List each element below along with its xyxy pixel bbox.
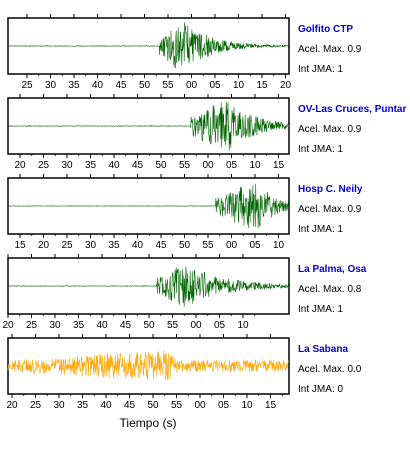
tick-label: 00 [186, 80, 198, 91]
tick-label: 55 [179, 160, 191, 171]
trace-panel: 20 25 30 35 40 45 50 55 00 05 10 15 OV-Las Cruces, P… [7, 94, 406, 171]
waveform-line [7, 22, 290, 69]
waveform-line [8, 183, 290, 229]
tick-label: 10 [233, 80, 245, 91]
tick-label: 30 [49, 320, 61, 331]
jma-intensity-label: Int JMA: 0 [298, 384, 343, 395]
tick-label: 35 [108, 240, 120, 251]
tick-label: 40 [108, 160, 120, 171]
accel-max-label: Acel. Max. 0.9 [298, 124, 362, 135]
tick-label: 50 [139, 80, 151, 91]
jma-intensity-label: Int JMA: 1 [298, 304, 343, 315]
tick-label: 40 [132, 240, 144, 251]
tick-label: 55 [162, 80, 174, 91]
trace-panel: 20 25 30 35 40 45 50 55 00 05 10 15 La Sabana Acel. M… [6, 334, 362, 411]
tick-label: 00 [190, 320, 202, 331]
jma-intensity-label: Int JMA: 1 [298, 144, 343, 155]
accel-max-label: Acel. Max. 0.9 [298, 44, 362, 55]
tick-label: 45 [120, 320, 132, 331]
waveform-line [7, 350, 290, 380]
tick-label: 25 [38, 160, 50, 171]
waveform-line [7, 101, 290, 151]
accel-max-label: Acel. Max. 0.8 [298, 284, 362, 295]
trace-panels: 25 30 35 40 45 50 55 00 05 10 15 20 Golfito CTP Acel.… [2, 14, 406, 411]
tick-label: 20 [6, 400, 18, 411]
tick-label: 00 [194, 400, 206, 411]
tick-label: 05 [214, 320, 226, 331]
tick-label: 55 [171, 400, 183, 411]
tick-label: 55 [202, 240, 214, 251]
tick-label: 50 [147, 400, 159, 411]
tick-label: 00 [226, 240, 238, 251]
tick-label: 15 [256, 80, 268, 91]
tick-label: 05 [249, 240, 261, 251]
tick-label: 30 [85, 240, 97, 251]
tick-label: 45 [124, 400, 136, 411]
tick-label: 05 [209, 80, 221, 91]
station-name: OV-Las Cruces, Puntar [298, 104, 406, 115]
trace-panel: 15 20 25 30 35 40 45 50 55 00 05 10 Hosp C. Neily Ace… [7, 174, 363, 251]
station-name: Hosp C. Neily [298, 184, 363, 195]
tick-label: 25 [61, 240, 73, 251]
tick-label: 10 [249, 160, 261, 171]
accel-max-label: Acel. Max. 0.9 [298, 204, 362, 215]
accel-max-label: Acel. Max. 0.0 [298, 364, 362, 375]
tick-label: 20 [280, 80, 292, 91]
tick-label: 05 [226, 160, 238, 171]
tick-label: 15 [265, 400, 277, 411]
station-name: La Palma, Osa [298, 264, 367, 275]
waveform-line [7, 266, 290, 307]
jma-intensity-label: Int JMA: 1 [298, 64, 343, 75]
tick-label: 40 [96, 320, 108, 331]
tick-label: 55 [167, 320, 179, 331]
tick-label: 40 [100, 400, 112, 411]
tick-label: 45 [132, 160, 144, 171]
tick-label: 35 [77, 400, 89, 411]
tick-label: 35 [68, 80, 80, 91]
tick-label: 10 [273, 240, 285, 251]
tick-label: 25 [30, 400, 42, 411]
tick-label: 50 [143, 320, 155, 331]
panel-frame [7, 337, 290, 395]
tick-label: 10 [241, 400, 253, 411]
tick-label: 45 [155, 240, 167, 251]
jma-intensity-label: Int JMA: 1 [298, 224, 343, 235]
trace-panel: 25 30 35 40 45 50 55 00 05 10 15 20 Golfito CTP Acel.… [7, 14, 362, 91]
tick-label: 20 [2, 320, 14, 331]
tick-label: 00 [202, 160, 214, 171]
tick-label: 35 [85, 160, 97, 171]
trace-panel: 20 25 30 35 40 45 50 55 00 05 10 La Palma, Osa Acel.… [2, 254, 367, 331]
tick-label: 30 [53, 400, 65, 411]
tick-label: 10 [237, 320, 249, 331]
tick-label: 05 [218, 400, 230, 411]
tick-label: 35 [73, 320, 85, 331]
tick-label: 45 [115, 80, 127, 91]
station-name: Golfito CTP [298, 24, 353, 35]
tick-label: 30 [45, 80, 57, 91]
tick-label: 15 [14, 240, 26, 251]
tick-label: 50 [179, 240, 191, 251]
station-name: La Sabana [298, 344, 348, 355]
tick-label: 25 [21, 80, 33, 91]
tick-label: 15 [273, 160, 285, 171]
tick-label: 20 [38, 240, 50, 251]
tick-label: 30 [61, 160, 73, 171]
tick-label: 25 [26, 320, 38, 331]
tick-label: 50 [155, 160, 167, 171]
tick-label: 40 [92, 80, 104, 91]
tick-label: 20 [14, 160, 26, 171]
x-axis-title: Tiempo (s) [120, 416, 177, 430]
